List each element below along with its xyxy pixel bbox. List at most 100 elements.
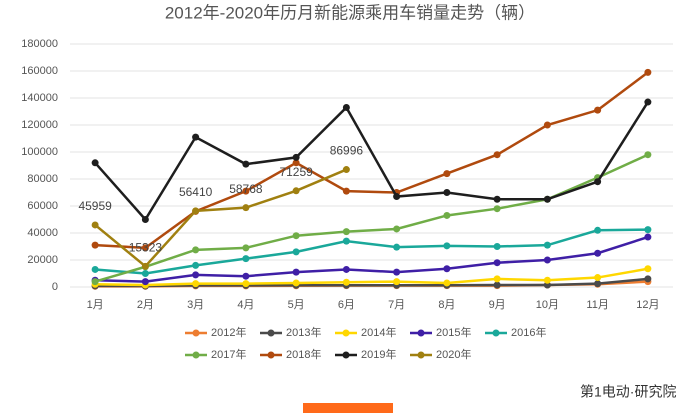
data-point (192, 207, 200, 215)
y-tick-label: 60000 (27, 200, 58, 212)
data-point (443, 170, 451, 178)
data-point (192, 280, 200, 288)
data-label: 86996 (330, 144, 364, 158)
data-point (192, 246, 200, 254)
data-point (644, 68, 652, 76)
legend-dot (192, 329, 200, 337)
data-point (594, 280, 602, 288)
data-point (493, 151, 501, 159)
data-point (443, 265, 451, 273)
data-label: 45959 (78, 199, 112, 213)
footer-bar (303, 403, 393, 413)
data-point (141, 216, 149, 223)
data-point (192, 261, 200, 269)
data-point (342, 166, 350, 174)
data-point (91, 265, 99, 273)
data-point (493, 195, 501, 203)
data-point (594, 178, 602, 186)
x-tick-label: 3月 (187, 299, 204, 311)
data-point (192, 271, 200, 279)
data-point (493, 259, 501, 267)
data-point (594, 226, 602, 234)
data-point (493, 205, 501, 213)
series-line (94, 168, 347, 269)
legend-label: 2013年 (286, 325, 321, 339)
data-point (644, 265, 652, 273)
y-tick-label: 20000 (27, 254, 58, 266)
x-tick-label: 1月 (87, 299, 104, 311)
data-point (292, 187, 300, 195)
data-point (342, 103, 350, 111)
data-point (393, 243, 401, 251)
x-tick-label: 12月 (636, 299, 659, 311)
data-point (192, 133, 200, 141)
data-point (141, 278, 149, 286)
data-point (543, 256, 551, 264)
legend-label: 2012年 (211, 325, 246, 339)
legend-label: 2015年 (436, 325, 471, 339)
x-tick-label: 10月 (536, 299, 559, 311)
data-point (443, 279, 451, 287)
legend-label: 2017年 (211, 347, 246, 361)
data-point (543, 276, 551, 284)
data-point (242, 280, 250, 288)
data-point (543, 241, 551, 249)
chart-title: 2012年-2020年历月新能源乘用车销量走势（辆） (165, 3, 535, 22)
x-tick-label: 5月 (288, 299, 305, 311)
x-tick-label: 11月 (586, 299, 608, 311)
data-point (292, 279, 300, 287)
data-point (242, 244, 250, 252)
data-point (393, 278, 401, 286)
data-point (393, 268, 401, 276)
data-point (493, 275, 501, 283)
data-point (594, 249, 602, 257)
series-line (95, 228, 648, 275)
data-point (141, 270, 149, 277)
data-label: 58768 (229, 182, 263, 196)
data-point (443, 242, 451, 250)
data-point (91, 221, 99, 229)
legend-label: 2019年 (361, 347, 396, 361)
data-label: 15323 (129, 240, 163, 254)
data-point (342, 265, 350, 273)
y-tick-label: 100000 (21, 146, 58, 158)
footer-logo: 第1电动·研究院 (580, 384, 676, 400)
series-line (94, 101, 649, 222)
x-tick-label: 8月 (438, 299, 455, 311)
data-point (292, 159, 300, 167)
series-line (95, 277, 648, 288)
legend-dot (342, 351, 350, 359)
data-point (342, 237, 350, 245)
data-point (594, 106, 602, 114)
data-point (242, 187, 250, 195)
y-tick-label: 160000 (21, 65, 58, 77)
legend-dot (192, 351, 200, 359)
data-point (242, 204, 250, 212)
data-point (594, 274, 602, 282)
data-point (443, 189, 451, 196)
y-tick-label: 120000 (21, 119, 58, 131)
data-point (242, 255, 250, 263)
legend-dot (417, 351, 425, 359)
data-point (292, 153, 300, 161)
data-point (493, 243, 501, 250)
x-tick-label: 6月 (338, 299, 355, 311)
legend-label: 2014年 (361, 325, 396, 339)
series-line (95, 71, 649, 250)
data-point (141, 262, 149, 270)
x-tick-label: 4月 (237, 299, 254, 311)
data-label: 71259 (279, 165, 313, 179)
legend-dot (267, 351, 275, 359)
x-tick-label: 2月 (137, 299, 154, 311)
data-point (644, 98, 652, 106)
legend-label: 2018年 (286, 347, 321, 361)
x-tick-label: 7月 (388, 299, 405, 311)
y-tick-label: 180000 (21, 38, 58, 50)
data-label: 56410 (179, 185, 213, 199)
legend-dot (417, 329, 425, 337)
data-point (292, 232, 300, 240)
data-point (91, 159, 99, 167)
y-tick-label: 140000 (21, 92, 58, 104)
y-tick-label: 40000 (27, 227, 58, 239)
